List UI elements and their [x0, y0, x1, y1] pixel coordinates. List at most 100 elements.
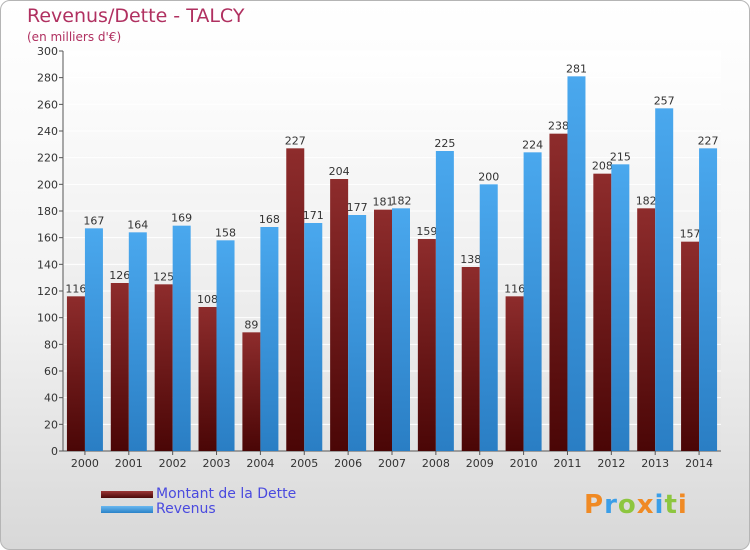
- y-tick-label: 180: [37, 205, 58, 218]
- x-tick-label: 2011: [553, 457, 581, 470]
- value-label-dette: 157: [680, 228, 701, 241]
- bar-revenus: [479, 184, 498, 452]
- x-tick-label: 2010: [510, 457, 538, 470]
- y-tick-label: 160: [37, 232, 58, 245]
- value-label-revenus: 164: [127, 218, 148, 231]
- x-tick-label: 2005: [290, 457, 318, 470]
- bar-dette: [242, 332, 261, 451]
- y-tick-label: 120: [37, 285, 58, 298]
- bar-dette: [154, 284, 173, 451]
- value-label-dette: 159: [416, 225, 437, 238]
- legend-swatch-dette: [101, 491, 153, 498]
- bar-revenus: [392, 208, 410, 451]
- bar-dette: [549, 133, 568, 451]
- value-label-revenus: 257: [654, 94, 675, 107]
- x-tick-label: 2013: [641, 457, 669, 470]
- value-label-revenus: 171: [303, 209, 324, 222]
- bar-dette: [198, 307, 217, 451]
- bar-dette: [461, 267, 480, 451]
- value-label-revenus: 281: [566, 62, 587, 75]
- logo-letter: x: [636, 490, 655, 520]
- y-tick-label: 0: [51, 445, 58, 458]
- y-tick-label: 220: [37, 152, 58, 165]
- value-label-revenus: 167: [83, 214, 104, 227]
- y-tick-label: 260: [37, 98, 58, 111]
- value-label-revenus: 200: [478, 170, 499, 183]
- x-tick-label: 2008: [422, 457, 450, 470]
- value-label-revenus: 182: [391, 194, 412, 207]
- bar-dette: [593, 173, 612, 451]
- y-tick-label: 240: [37, 125, 58, 138]
- bar-dette: [330, 179, 349, 451]
- value-label-dette: 181: [373, 196, 394, 209]
- bar-revenus: [172, 225, 191, 451]
- value-label-dette: 227: [285, 134, 306, 147]
- bar-dette: [66, 296, 85, 451]
- value-label-revenus: 215: [610, 150, 631, 163]
- value-label-dette: 89: [244, 318, 258, 331]
- bar-revenus: [699, 148, 718, 452]
- y-tick-label: 80: [44, 338, 58, 351]
- legend-label-dette: Montant de la Dette: [156, 486, 297, 502]
- x-tick-label: 2014: [685, 457, 713, 470]
- value-label-revenus: 177: [347, 201, 368, 214]
- value-label-dette: 138: [460, 253, 481, 266]
- y-tick-label: 40: [44, 392, 58, 405]
- proxiti-logo: Proxiti: [584, 490, 688, 520]
- value-label-revenus: 227: [698, 134, 719, 147]
- logo-letter: P: [584, 490, 605, 520]
- value-label-dette: 125: [153, 270, 174, 283]
- y-tick-label: 140: [37, 258, 58, 271]
- y-tick-label: 20: [44, 418, 58, 431]
- bar-revenus: [348, 215, 367, 451]
- bar-revenus: [435, 151, 454, 451]
- x-tick-label: 2006: [334, 457, 362, 470]
- x-tick-label: 2000: [71, 457, 99, 470]
- logo-letter: i: [677, 490, 688, 520]
- value-label-revenus: 225: [434, 137, 455, 150]
- bar-revenus: [260, 227, 279, 451]
- legend-label-revenus: Revenus: [156, 501, 216, 517]
- x-tick-label: 2002: [159, 457, 187, 470]
- y-tick-label: 60: [44, 365, 58, 378]
- bar-revenus: [523, 152, 542, 452]
- value-label-dette: 204: [329, 165, 350, 178]
- bar-revenus: [128, 232, 147, 451]
- x-tick-label: 2001: [115, 457, 143, 470]
- bar-dette: [110, 283, 129, 451]
- x-tick-label: 2009: [466, 457, 494, 470]
- value-label-dette: 182: [636, 194, 657, 207]
- value-label-revenus: 169: [171, 212, 192, 225]
- logo-letter: o: [617, 490, 637, 520]
- x-tick-label: 2004: [246, 457, 274, 470]
- bar-dette: [374, 209, 392, 451]
- value-label-dette: 126: [109, 269, 130, 282]
- bar-revenus: [611, 164, 630, 452]
- value-label-revenus: 168: [259, 213, 280, 226]
- bar-dette: [417, 239, 436, 451]
- logo-letter: i: [654, 490, 665, 520]
- bar-dette: [286, 148, 305, 452]
- logo-letter: t: [664, 490, 678, 520]
- logo-letter: r: [604, 490, 618, 520]
- value-label-dette: 238: [548, 120, 569, 133]
- x-tick-label: 2003: [203, 457, 231, 470]
- value-label-revenus: 224: [522, 138, 543, 151]
- bar-revenus: [84, 228, 103, 451]
- bar-dette: [681, 241, 700, 451]
- y-tick-label: 100: [37, 312, 58, 325]
- bar-revenus: [567, 76, 586, 451]
- bar-revenus: [304, 223, 323, 451]
- value-label-dette: 116: [65, 282, 86, 295]
- y-tick-label: 200: [37, 178, 58, 191]
- legend-swatch-revenus: [101, 506, 153, 513]
- chart-subtitle: (en milliers d'€): [27, 30, 122, 44]
- value-label-revenus: 158: [215, 226, 236, 239]
- chart-title: Revenus/Dette - TALCY: [27, 5, 245, 27]
- y-tick-label: 280: [37, 72, 58, 85]
- bar-revenus: [216, 240, 235, 451]
- x-tick-label: 2012: [597, 457, 625, 470]
- value-label-dette: 116: [504, 282, 525, 295]
